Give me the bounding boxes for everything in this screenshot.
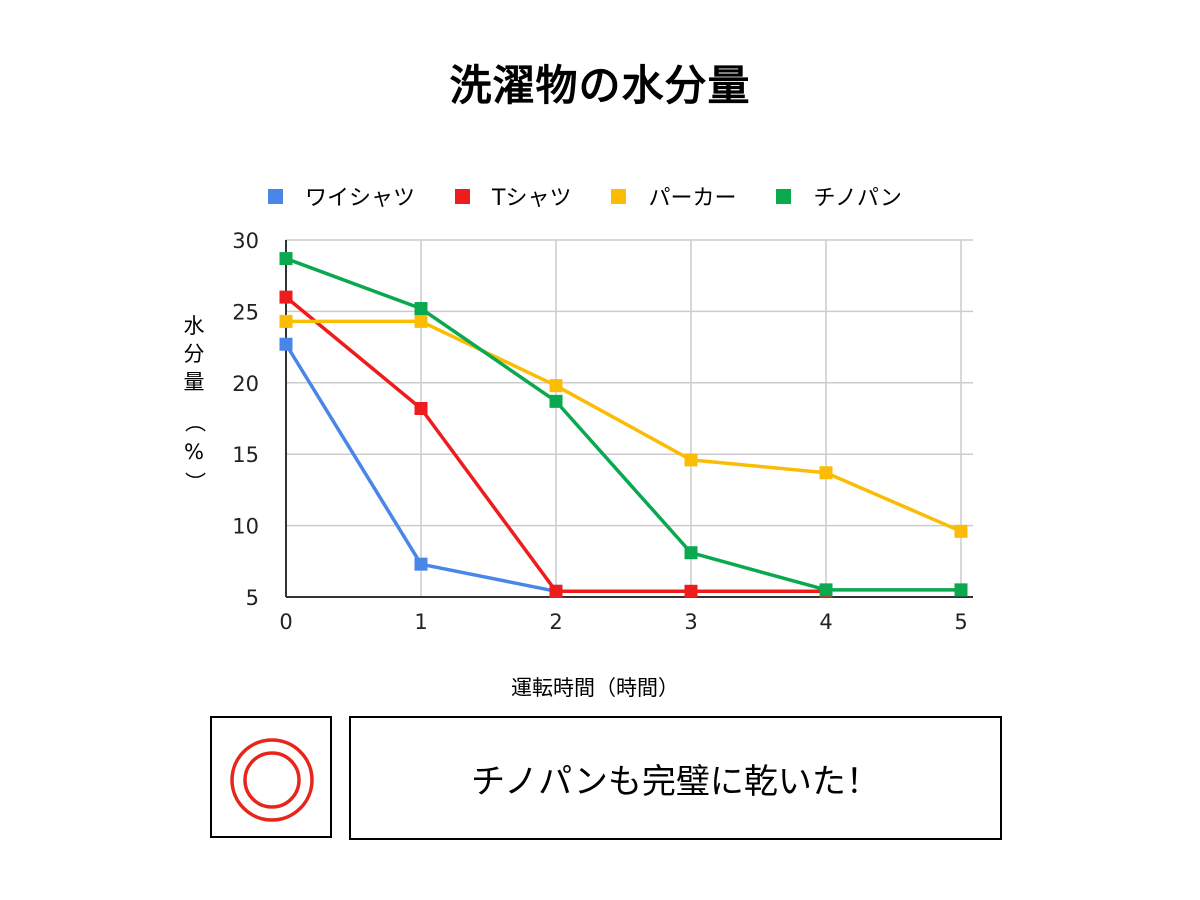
tick-labels: 5 10 15 20 25 30 0 1 2 3 4 5 (232, 229, 967, 634)
data-point (414, 402, 428, 416)
data-point (819, 583, 833, 597)
comment-text: チノパンも完璧に乾いた！ (471, 761, 880, 802)
data-point (279, 290, 293, 304)
legend-item-wishirt: ワイシャツ (268, 180, 415, 212)
data-point (414, 557, 428, 571)
data-point (954, 524, 968, 538)
comment-box: チノパンも完璧に乾いた！ (349, 716, 1002, 840)
y-tick-label: 20 (232, 372, 259, 396)
chart-legend: ワイシャツ Tシャツ パーカー チノパン (268, 180, 942, 212)
y-axis-label-char: 分 (183, 342, 205, 366)
data-point (684, 453, 698, 467)
legend-item-parka: パーカー (611, 180, 736, 212)
legend-label-chinos: チノパン (813, 186, 902, 211)
icon-box (210, 716, 332, 838)
x-tick-label: 1 (414, 610, 427, 634)
data-point (549, 379, 563, 393)
x-tick-label: 3 (684, 610, 697, 634)
data-point (684, 546, 698, 560)
x-axis-label: 運転時間（時間） (511, 676, 679, 700)
legend-swatch-tshirt (455, 188, 471, 204)
series-line (286, 319, 962, 533)
x-tick-label: 5 (954, 610, 967, 634)
y-tick-label: 10 (232, 515, 259, 539)
legend-swatch-chinos (776, 188, 792, 204)
series-2 (279, 314, 968, 538)
data-point (549, 394, 563, 408)
legend-item-chinos: チノパン (776, 180, 902, 212)
data-point (279, 252, 293, 266)
grid-lines (286, 239, 973, 597)
y-tick-label: 15 (232, 443, 259, 467)
y-tick-label: 30 (232, 229, 259, 253)
data-point (279, 337, 293, 351)
x-tick-label: 2 (549, 610, 562, 634)
y-axis-label-char: 量 (183, 370, 205, 394)
legend-swatch-wishirt (268, 188, 283, 204)
y-tick-label: 25 (232, 300, 259, 324)
legend-swatch-parka (611, 188, 627, 204)
data-point (549, 584, 563, 598)
double-circle-icon (230, 738, 314, 822)
axes (285, 240, 973, 598)
y-axis-label-unit: % (184, 440, 204, 464)
y-axis-label-char: 水 (183, 314, 205, 338)
chart-title: 洗濯物の水分量 (449, 61, 751, 110)
series-line (285, 256, 961, 592)
data-point (279, 314, 293, 328)
legend-label-tshirt: Tシャツ (492, 186, 572, 211)
x-tick-label: 4 (819, 610, 832, 634)
data-point (954, 583, 968, 597)
data-point (684, 584, 698, 598)
data-point (414, 314, 428, 328)
series-3 (279, 252, 968, 597)
x-tick-label: 0 (279, 610, 292, 634)
data-point (819, 466, 833, 480)
legend-label-parka: パーカー (648, 186, 737, 211)
legend-label-wishirt: ワイシャツ (305, 186, 416, 211)
legend-item-tshirt: Tシャツ (455, 180, 571, 212)
data-series (279, 252, 968, 598)
y-axis-label: 水 分 量 （ % ） (178, 312, 210, 496)
data-point (414, 302, 428, 316)
y-tick-label: 5 (246, 586, 259, 610)
